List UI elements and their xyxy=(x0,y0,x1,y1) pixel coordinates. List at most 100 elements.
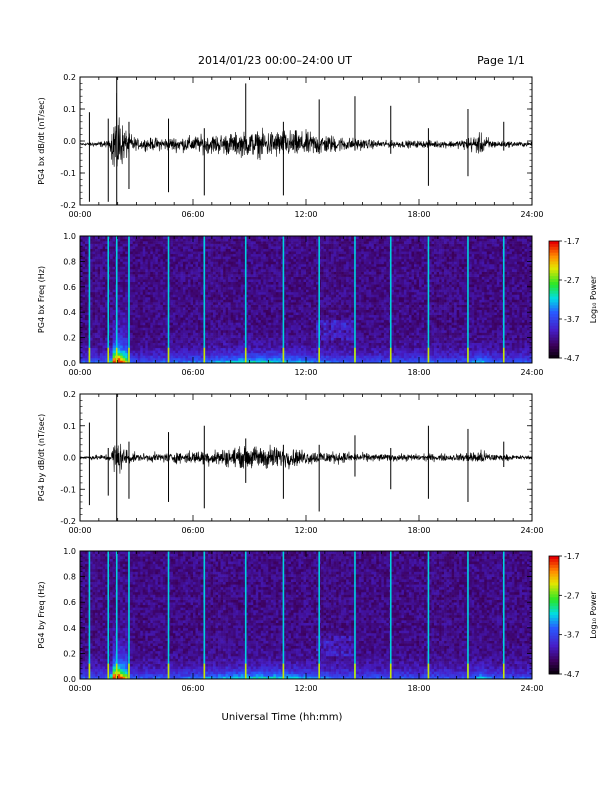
spectrogram-cell xyxy=(298,291,302,295)
spectrogram-cell xyxy=(290,307,294,310)
spectrogram-cell xyxy=(298,263,302,267)
spectrogram-cell xyxy=(260,286,264,290)
spectrogram-cell xyxy=(157,294,161,298)
spectrogram-cell xyxy=(311,342,314,346)
spectrogram-cell xyxy=(273,266,277,270)
spectrogram-cell xyxy=(170,266,174,270)
spectrogram-cell xyxy=(295,276,299,280)
spectrogram-cell xyxy=(155,258,159,262)
spectrogram-cell xyxy=(265,281,269,285)
spectrogram-cell xyxy=(316,289,319,293)
spectrogram-cell xyxy=(155,248,159,252)
spectrogram-cell xyxy=(215,342,219,346)
spectrogram-cell xyxy=(313,281,317,285)
spectrogram-cell xyxy=(193,324,196,328)
spectrogram-cell xyxy=(311,279,314,283)
spectrogram-cell xyxy=(147,299,151,303)
spectrogram-cell xyxy=(187,347,191,351)
spectrogram-cell xyxy=(142,332,146,336)
spectrogram-cell xyxy=(90,279,93,283)
spectrogram-cell xyxy=(283,314,287,318)
spectrogram-cell xyxy=(288,317,292,321)
spectrogram-cell xyxy=(298,319,302,323)
spectrogram-cell xyxy=(95,322,98,326)
spectrogram-cell xyxy=(225,261,229,265)
spectrogram-cell xyxy=(200,327,204,331)
spectrogram-cell xyxy=(258,317,262,321)
spectrogram-cell xyxy=(82,329,86,333)
spectrogram-cell xyxy=(321,241,324,244)
spectrogram-cell xyxy=(100,251,103,255)
spectrogram-cell xyxy=(308,246,312,249)
spectrogram-cell xyxy=(263,241,267,244)
spectrogram-cell xyxy=(215,256,219,260)
spectrogram-cell xyxy=(142,279,146,283)
spectrogram-cell xyxy=(200,352,204,356)
spectrogram-cell xyxy=(295,279,299,283)
spectrogram-cell xyxy=(250,322,254,326)
spectrogram-cell xyxy=(213,279,216,283)
spectrogram-cell xyxy=(100,266,103,270)
spectrogram-cell xyxy=(198,281,201,285)
spectrogram-cell xyxy=(313,335,317,338)
spectrogram-cell xyxy=(125,261,129,265)
spectrogram-cell xyxy=(110,309,113,313)
spectrogram-cell xyxy=(306,276,309,280)
spectrogram-cell xyxy=(295,352,299,356)
spectrogram-cell xyxy=(187,304,191,308)
spectrogram-cell xyxy=(210,335,214,338)
spectrogram-cell xyxy=(187,286,191,290)
spectrogram-cell xyxy=(112,238,116,242)
spectrogram-cell xyxy=(82,319,86,323)
spectrogram-cell xyxy=(200,329,204,333)
spectrogram-cell xyxy=(306,302,309,305)
spectrogram-cell xyxy=(273,291,277,295)
spectrogram-cell xyxy=(248,279,252,283)
spectrogram-cell xyxy=(233,274,236,277)
spectrogram-cell xyxy=(295,324,299,328)
spectrogram-cell xyxy=(208,360,211,364)
spectrogram-cell xyxy=(110,286,113,290)
spectrogram-cell xyxy=(311,309,314,313)
spectrogram-cell xyxy=(165,352,169,356)
spectrogram-cell xyxy=(80,289,83,293)
spectrogram-cell xyxy=(313,258,317,262)
spectrogram-cell xyxy=(275,345,279,349)
spectrogram-cell xyxy=(220,261,224,265)
spectrogram-cell xyxy=(132,299,136,303)
spectrogram-cell xyxy=(182,342,186,346)
spectrogram-cell xyxy=(300,319,304,323)
spectrogram-cell xyxy=(147,243,151,247)
spectrogram-cell xyxy=(308,332,312,336)
spectrogram-cell xyxy=(198,284,201,288)
spectrogram-cell xyxy=(90,332,93,336)
spectrogram-cell xyxy=(233,304,236,308)
spectrogram-cell xyxy=(298,251,302,255)
spectrogram-cell xyxy=(130,248,134,252)
spectrogram-cell xyxy=(263,317,267,321)
spectrogram-cell xyxy=(238,317,242,321)
spectrogram-cell xyxy=(92,352,96,356)
spectrogram-cell xyxy=(157,261,161,265)
spectrogram-cell xyxy=(155,261,159,265)
spectrogram-cell xyxy=(240,314,244,318)
spectrogram-cell xyxy=(195,317,199,321)
spectrogram-cell xyxy=(273,279,277,283)
spectrogram-cell xyxy=(182,291,186,295)
spectrogram-cell xyxy=(213,281,216,285)
spectrogram-cell xyxy=(182,284,186,288)
spectrogram-cell xyxy=(105,284,108,288)
spectrogram-cell xyxy=(223,309,226,313)
spectrogram-cell xyxy=(132,347,136,351)
spectrogram-cell xyxy=(152,246,156,249)
spectrogram-cell xyxy=(248,274,252,277)
spectrogram-cell xyxy=(170,312,174,316)
spectrogram-cell xyxy=(300,345,304,349)
spectrogram-cell xyxy=(255,309,259,313)
spectrogram-cell xyxy=(172,327,176,331)
spectrogram-cell xyxy=(130,294,134,298)
spectrogram-cell xyxy=(185,337,189,341)
spectrogram-cell xyxy=(172,296,176,300)
spectrogram-cell xyxy=(210,309,214,313)
spectrogram-cell xyxy=(306,248,309,252)
